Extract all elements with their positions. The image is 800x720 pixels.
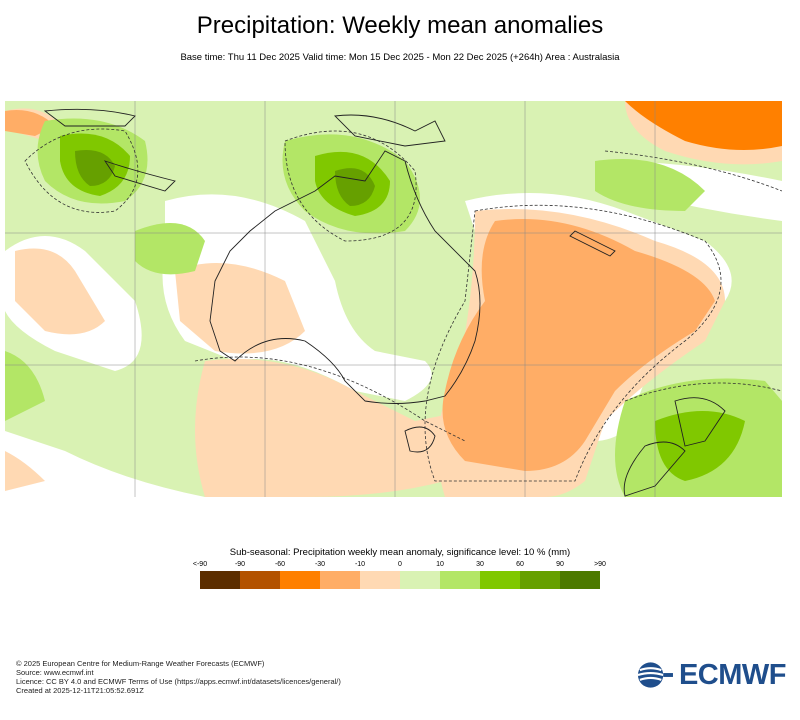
legend-tick-label: 0 — [398, 561, 402, 568]
java-coastline — [103, 160, 176, 192]
dry-moderate-area — [442, 219, 715, 471]
borneo-coastline — [43, 108, 136, 127]
legend-swatch — [520, 571, 560, 589]
wet-very-strong-area — [75, 150, 115, 186]
ecmwf-logo-text: ECMWF — [678, 658, 787, 691]
legend-swatch — [320, 571, 360, 589]
graticule — [5, 101, 782, 497]
legend-swatch — [440, 571, 480, 589]
footer-licence: Licence: CC BY 4.0 and ECMWF Terms of Us… — [16, 677, 341, 686]
neutral-area — [5, 431, 205, 497]
footer-created: Created at 2025-12-11T21:05:52.691Z — [16, 686, 144, 695]
legend-swatch — [280, 571, 320, 589]
legend-swatch — [480, 571, 520, 589]
legend-swatch — [240, 571, 280, 589]
legend-tick-label: >90 — [594, 561, 606, 568]
legend-tick-label: -60 — [274, 561, 286, 568]
anomaly-map — [5, 101, 782, 497]
tasmania-coastline — [404, 426, 436, 453]
dry-weak-area — [15, 248, 105, 335]
legend-tick-label: -90 — [234, 561, 246, 568]
dry-weak-area — [5, 451, 45, 491]
new-guinea-coastline — [334, 114, 446, 147]
nz-south-island-coastline — [623, 441, 686, 497]
nz-north-island-coastline — [674, 397, 726, 447]
legend-tick-label: -10 — [354, 561, 366, 568]
page-title: Precipitation: Weekly mean anomalies — [196, 12, 604, 39]
dry-weak-area — [175, 263, 305, 354]
footer-credits: © 2025 European Centre for Medium-Range … — [16, 659, 341, 695]
legend-tick-label: 10 — [436, 561, 444, 568]
dry-weak-area — [195, 359, 468, 497]
legend-swatch — [360, 571, 400, 589]
legend-swatch — [560, 571, 600, 589]
legend-tick-label: <-90 — [192, 561, 208, 568]
map-canvas — [5, 101, 782, 497]
coastlines — [43, 108, 726, 497]
legend-swatch — [200, 571, 240, 589]
new-caledonia-coastline — [569, 230, 616, 257]
dry-strong-area — [625, 101, 782, 150]
ecmwf-logo: ECMWF — [636, 658, 787, 691]
legend-colorbar — [200, 571, 600, 589]
australia-coastline — [209, 150, 481, 404]
wet-strong-area — [655, 411, 745, 481]
legend-tick-label: 30 — [476, 561, 484, 568]
page-subtitle: Base time: Thu 11 Dec 2025 Valid time: M… — [180, 52, 620, 63]
footer-copyright: © 2025 European Centre for Medium-Range … — [16, 659, 265, 668]
legend-tick-label: 60 — [516, 561, 524, 568]
legend-tick-label: 90 — [556, 561, 564, 568]
wet-moderate-area — [595, 159, 705, 211]
legend-title: Sub-seasonal: Precipitation weekly mean … — [229, 547, 571, 558]
legend-swatch — [400, 571, 440, 589]
legend-tick-label: -30 — [314, 561, 326, 568]
ecmwf-logo-icon — [637, 662, 673, 688]
wet-moderate-area — [5, 351, 45, 421]
significance-contours — [24, 128, 782, 482]
wet-moderate-area — [135, 223, 205, 275]
footer-source: Source: www.ecmwf.int — [16, 668, 94, 677]
